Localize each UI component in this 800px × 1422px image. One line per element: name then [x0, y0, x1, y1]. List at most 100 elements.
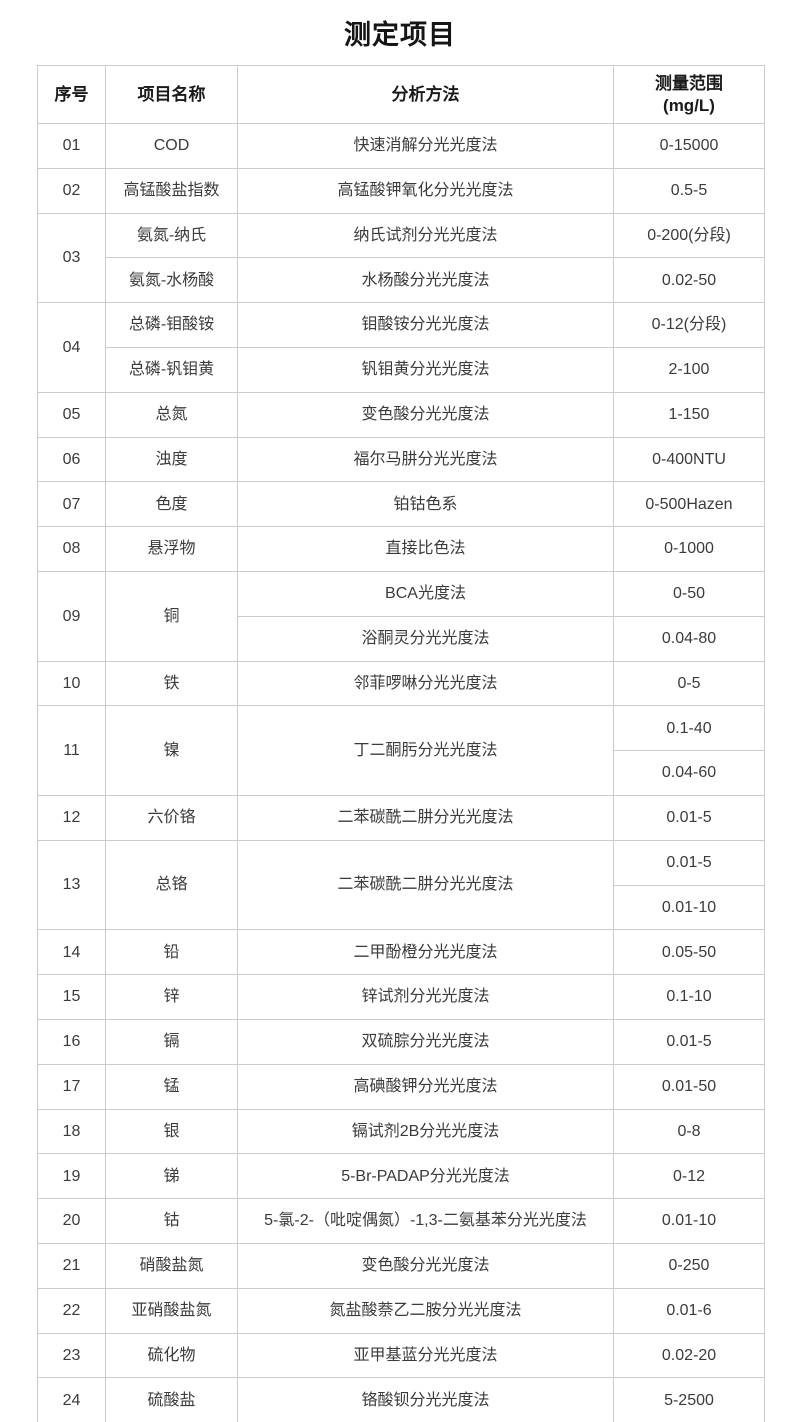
- method-cell: 氮盐酸萘乙二胺分光光度法: [237, 1287, 614, 1334]
- item-name-cell: 铅: [105, 929, 238, 976]
- method-cell: 水杨酸分光光度法: [237, 257, 614, 304]
- table-row: 14 铅 二甲酚橙分光光度法 0.05-50: [37, 929, 765, 976]
- method-cell: 锌试剂分光光度法: [237, 974, 614, 1020]
- item-name-cell: 总磷-钼酸铵: [105, 302, 238, 348]
- page-title: 测定项目: [344, 20, 456, 50]
- range-cell: 0.01-50: [613, 1063, 765, 1110]
- method-cell: 邻菲啰啉分光光度法: [237, 660, 614, 707]
- header-no: 序号: [37, 65, 106, 124]
- range-cell: 2-100: [613, 346, 765, 393]
- seq-cell: 09: [37, 570, 106, 662]
- item-name-cell: 锌: [105, 974, 238, 1020]
- seq-cell: 07: [37, 481, 106, 528]
- range-cell: 0-500Hazen: [613, 481, 765, 528]
- method-cell: 丁二酮肟分光光度法: [237, 705, 614, 796]
- method-cell: 纳氏试剂分光光度法: [237, 212, 614, 259]
- item-name-cell: 铜: [105, 570, 238, 662]
- item-name-cell: 亚硝酸盐氮: [105, 1287, 238, 1334]
- header-method: 分析方法: [237, 65, 614, 124]
- item-name-cell: 硫化物: [105, 1332, 238, 1379]
- seq-cell: 14: [37, 929, 106, 976]
- seq-cell: 04: [37, 302, 106, 393]
- item-name-cell: 钴: [105, 1198, 238, 1244]
- method-cell: 二苯碳酰二肼分光光度法: [237, 839, 614, 931]
- table-row: 11 镍 丁二酮肟分光光度法 0.1-40: [37, 705, 765, 796]
- table-row: 氨氮-水杨酸 水杨酸分光光度法 0.02-50: [38, 257, 765, 304]
- item-name-cell: 硝酸盐氮: [105, 1242, 238, 1289]
- item-name-cell: 氨氮-纳氏: [105, 212, 238, 259]
- method-cell: 福尔马肼分光光度法: [237, 436, 614, 483]
- item-name-cell: 锑: [105, 1153, 238, 1200]
- range-cell: 0.02-50: [613, 257, 765, 304]
- range-cell: 0-12(分段): [613, 302, 765, 348]
- table-row: 0.01-10: [38, 884, 765, 931]
- seq-cell: 23: [37, 1332, 106, 1379]
- seq-cell: 20: [37, 1198, 106, 1244]
- table-row: 01 COD 快速消解分光光度法 0-15000: [37, 123, 765, 169]
- table-row: 20 钴 5-氯-2-（吡啶偶氮）-1,3-二氨基苯分光光度法 0.01-10: [37, 1198, 765, 1244]
- seq-cell: 01: [37, 123, 106, 169]
- table-row: 15 锌 锌试剂分光光度法 0.1-10: [37, 974, 765, 1020]
- table-row: 03 氨氮-纳氏 纳氏试剂分光光度法 0-200(分段): [37, 212, 765, 304]
- seq-cell: 12: [37, 794, 106, 841]
- method-cell: 5-Br-PADAP分光光度法: [237, 1153, 614, 1200]
- table-row: 12 六价铬 二苯碳酰二肼分光光度法 0.01-5: [37, 794, 765, 841]
- range-cell: 0-200(分段): [613, 212, 765, 259]
- range-cell: 0-1000: [613, 526, 765, 572]
- table-row: 16 镉 双硫腙分光光度法 0.01-5: [37, 1018, 765, 1065]
- item-name-cell: 六价铬: [105, 794, 238, 841]
- measurement-items-table: 序号 项目名称 分析方法 测量范围 (mg/L) 01 COD 快速消解分光光度…: [37, 65, 765, 1422]
- range-cell: 0.01-5: [613, 839, 765, 886]
- table-row: 13 总铬 二苯碳酰二肼分光光度法 0.01-5: [37, 839, 765, 931]
- range-cell: 0.01-5: [613, 794, 765, 841]
- header-name: 项目名称: [105, 65, 238, 124]
- table-row: 04 总磷-钼酸铵 钼酸铵分光光度法 0-12(分段): [37, 302, 765, 393]
- item-name-cell: 铁: [105, 660, 238, 707]
- method-cell: 双硫腙分光光度法: [237, 1018, 614, 1065]
- method-cell: 铂钴色系: [237, 481, 614, 528]
- table-row: 07 色度 铂钴色系 0-500Hazen: [37, 481, 765, 528]
- item-name-cell: 镍: [105, 705, 238, 796]
- seq-cell: 13: [37, 839, 106, 931]
- range-cell: 0.01-6: [613, 1287, 765, 1334]
- method-cell: 二苯碳酰二肼分光光度法: [237, 794, 614, 841]
- item-name-cell: 银: [105, 1108, 238, 1155]
- seq-cell: 08: [37, 526, 106, 572]
- seq-cell: 22: [37, 1287, 106, 1334]
- range-cell: 0.05-50: [613, 929, 765, 976]
- method-cell: 二甲酚橙分光光度法: [237, 929, 614, 976]
- item-name-cell: 氨氮-水杨酸: [105, 257, 238, 304]
- table-row: 21 硝酸盐氮 变色酸分光光度法 0-250: [37, 1242, 765, 1289]
- seq-cell: 18: [37, 1108, 106, 1155]
- header-range-line2: (mg/L): [663, 95, 715, 115]
- range-cell: 0-8: [613, 1108, 765, 1155]
- method-cell: 高锰酸钾氧化分光光度法: [237, 167, 614, 214]
- method-cell: BCA光度法: [237, 570, 614, 617]
- seq-cell: 16: [37, 1018, 106, 1065]
- method-cell: 钒钼黄分光光度法: [237, 346, 614, 393]
- item-name-cell: 浊度: [105, 436, 238, 483]
- range-cell: 1-150: [613, 391, 765, 438]
- header-range: 测量范围 (mg/L): [613, 65, 765, 124]
- range-cell: 0-50: [613, 570, 765, 617]
- item-name-cell: COD: [105, 123, 238, 169]
- range-cell: 0.01-10: [613, 884, 765, 931]
- method-cell: 亚甲基蓝分光光度法: [237, 1332, 614, 1379]
- header-row: 序号 项目名称 分析方法 测量范围 (mg/L): [37, 65, 765, 124]
- range-cell: 0.1-40: [613, 705, 765, 752]
- method-cell: 变色酸分光光度法: [237, 391, 614, 438]
- item-name-cell: 锰: [105, 1063, 238, 1110]
- table-row: 总磷-钒钼黄 钒钼黄分光光度法 2-100: [38, 346, 765, 393]
- header-range-line1: 测量范围: [655, 74, 723, 94]
- table-row: 24 硫酸盐 铬酸钡分光光度法 5-2500: [37, 1377, 765, 1422]
- item-name-cell: 高锰酸盐指数: [105, 167, 238, 214]
- table-row: 02 高锰酸盐指数 高锰酸钾氧化分光光度法 0.5-5: [37, 167, 765, 214]
- method-cell: 高碘酸钾分光光度法: [237, 1063, 614, 1110]
- table-row: 18 银 镉试剂2B分光光度法 0-8: [37, 1108, 765, 1155]
- table-row: 06 浊度 福尔马肼分光光度法 0-400NTU: [37, 436, 765, 483]
- seq-cell: 03: [37, 212, 106, 304]
- range-cell: 0-250: [613, 1242, 765, 1289]
- seq-cell: 11: [37, 705, 106, 796]
- range-cell: 0-15000: [613, 123, 765, 169]
- method-cell: 直接比色法: [237, 526, 614, 572]
